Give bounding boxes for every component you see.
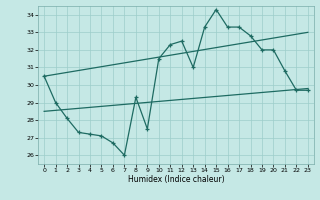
X-axis label: Humidex (Indice chaleur): Humidex (Indice chaleur): [128, 175, 224, 184]
